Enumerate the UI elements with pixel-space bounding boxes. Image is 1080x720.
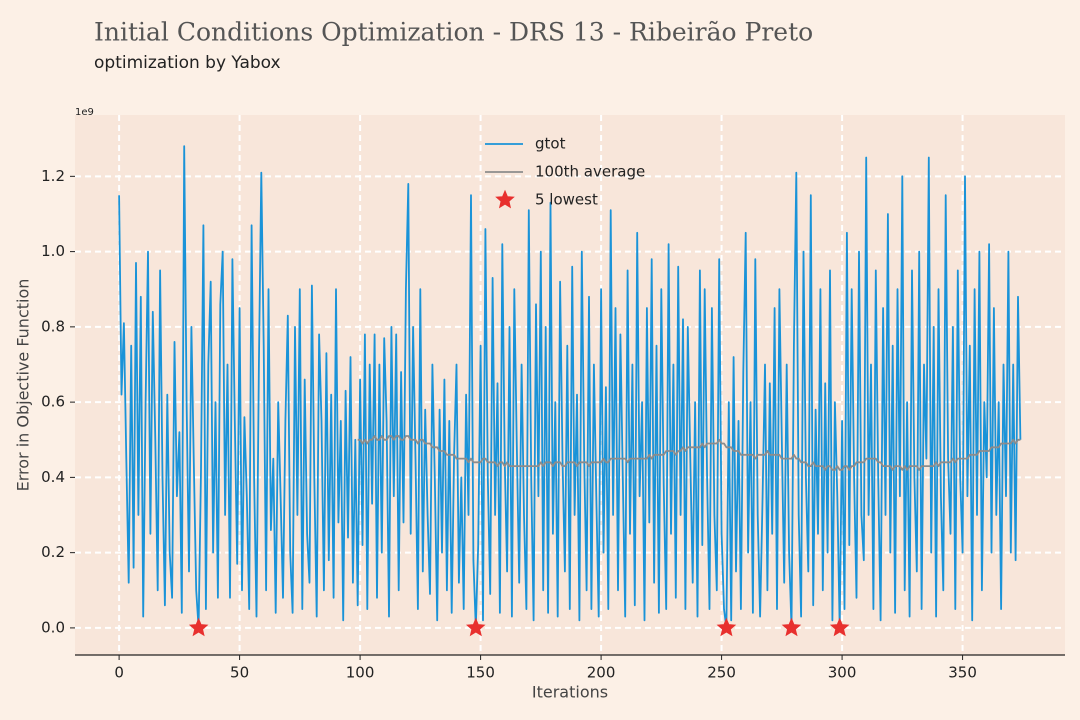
legend-label: 100th average xyxy=(535,163,645,181)
y-tick-label: 1.2 xyxy=(41,167,65,185)
x-tick-label: 350 xyxy=(948,664,977,682)
legend: gtot 100th average 5 lowest xyxy=(485,135,645,209)
chart-title: Initial Conditions Optimization - DRS 13… xyxy=(94,18,813,47)
x-tick-label: 0 xyxy=(114,664,124,682)
lowest-point xyxy=(716,617,737,637)
x-tick-label: 100 xyxy=(346,664,375,682)
y-tick-label: 0.6 xyxy=(41,393,65,411)
legend-marker xyxy=(495,189,515,209)
lowest-point xyxy=(781,617,802,637)
y-tick-label: 0.2 xyxy=(41,543,65,561)
y-axis-label: Error in Objective Function xyxy=(14,279,33,492)
marks xyxy=(118,145,1022,637)
chart-subtitle: optimization by Yabox xyxy=(94,53,281,73)
x-tick-label: 150 xyxy=(466,664,495,682)
x-axis-label: Iterations xyxy=(532,683,608,702)
x-tick-label: 50 xyxy=(230,664,249,682)
y-tick-label: 1.0 xyxy=(41,242,65,260)
y-offset-label: 1e9 xyxy=(75,107,94,118)
lowest-point xyxy=(188,617,209,637)
lowest-point xyxy=(465,617,486,637)
legend-label: 5 lowest xyxy=(535,191,598,209)
y-tick-label: 0.8 xyxy=(41,317,65,335)
average-line xyxy=(357,435,1021,471)
lowest-point xyxy=(829,617,850,637)
x-tick-label: 250 xyxy=(707,664,736,682)
legend-label: gtot xyxy=(535,135,566,153)
x-tick-label: 300 xyxy=(828,664,857,682)
gtot-line xyxy=(118,145,1022,629)
y-tick-label: 0.4 xyxy=(41,468,65,486)
x-tick-label: 200 xyxy=(587,664,616,682)
y-tick-label: 0.0 xyxy=(41,618,65,636)
